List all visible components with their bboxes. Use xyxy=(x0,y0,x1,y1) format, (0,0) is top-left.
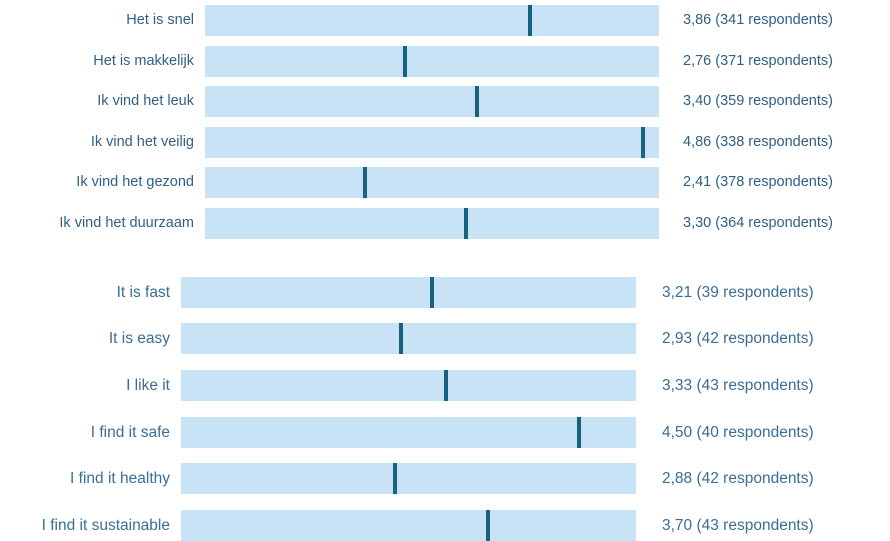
chart-row: Ik vind het gezond 2,41 (378 respondents) xyxy=(0,167,890,198)
scale-track xyxy=(181,370,636,401)
chart-row: I find it sustainable 3,70 (43 respondent… xyxy=(0,510,890,541)
scale-track xyxy=(205,127,659,158)
value-marker xyxy=(577,417,582,448)
scale-track xyxy=(205,86,659,117)
chart-row: I like it 3,33 (43 respondents) xyxy=(0,370,890,401)
category-label: Ik vind het leuk xyxy=(97,93,194,109)
chart-row: It is easy 2,93 (42 respondents) xyxy=(0,323,890,354)
chart-row: I find it safe 4,50 (40 respondents) xyxy=(0,417,890,448)
value-label: 2,88 (42 respondents) xyxy=(662,470,814,487)
category-label: Ik vind het veilig xyxy=(90,134,194,150)
chart-row: It is fast 3,21 (39 respondents) xyxy=(0,277,890,308)
category-label: Het is snel xyxy=(126,12,194,28)
value-label: 4,86 (338 respondents) xyxy=(683,134,833,150)
chart-row: I find it healthy 2,88 (42 respondents) xyxy=(0,463,890,494)
value-marker xyxy=(402,46,407,77)
value-marker xyxy=(464,208,469,239)
scale-track xyxy=(205,5,659,36)
value-marker xyxy=(430,277,435,308)
scale-track xyxy=(181,510,636,541)
scale-track xyxy=(205,208,659,239)
scale-track xyxy=(181,463,636,494)
value-label: 2,93 (42 respondents) xyxy=(662,330,814,347)
value-marker xyxy=(392,463,397,494)
value-label: 3,86 (341 respondents) xyxy=(683,12,833,28)
scale-track xyxy=(205,167,659,198)
value-marker xyxy=(527,5,532,36)
scale-track xyxy=(181,323,636,354)
category-label: I like it xyxy=(126,377,170,394)
category-label: Ik vind het gezond xyxy=(76,174,194,190)
value-label: 3,21 (39 respondents) xyxy=(662,284,814,301)
category-label: It is fast xyxy=(116,284,170,301)
value-label: 3,30 (364 respondents) xyxy=(683,215,833,231)
value-marker xyxy=(398,323,403,354)
category-label: I find it sustainable xyxy=(41,517,170,534)
value-label: 2,76 (371 respondents) xyxy=(683,53,833,69)
value-marker xyxy=(486,510,491,541)
value-marker xyxy=(363,167,368,198)
chart-row: Ik vind het duurzaam 3,30 (364 respondent… xyxy=(0,208,890,239)
category-label: I find it safe xyxy=(90,424,170,441)
chart-row: Het is snel 3,86 (341 respondents) xyxy=(0,5,890,36)
category-label: Ik vind het duurzaam xyxy=(59,215,194,231)
chart-row: Ik vind het leuk 3,40 (359 respondents) xyxy=(0,86,890,117)
value-label: 3,33 (43 respondents) xyxy=(662,377,814,394)
scale-track xyxy=(181,417,636,448)
value-marker xyxy=(641,127,646,158)
category-label: Het is makkelijk xyxy=(93,53,194,69)
value-label: 3,70 (43 respondents) xyxy=(662,517,814,534)
category-label: I find it healthy xyxy=(70,470,170,487)
value-label: 2,41 (378 respondents) xyxy=(683,174,833,190)
value-marker xyxy=(444,370,449,401)
scale-track xyxy=(181,277,636,308)
chart-row: Het is makkelijk 2,76 (371 respondents) xyxy=(0,46,890,77)
value-label: 4,50 (40 respondents) xyxy=(662,424,814,441)
value-label: 3,40 (359 respondents) xyxy=(683,93,833,109)
value-marker xyxy=(475,86,480,117)
category-label: It is easy xyxy=(108,330,170,347)
chart-row: Ik vind het veilig 4,86 (338 respondents) xyxy=(0,127,890,158)
scale-track xyxy=(205,46,659,77)
